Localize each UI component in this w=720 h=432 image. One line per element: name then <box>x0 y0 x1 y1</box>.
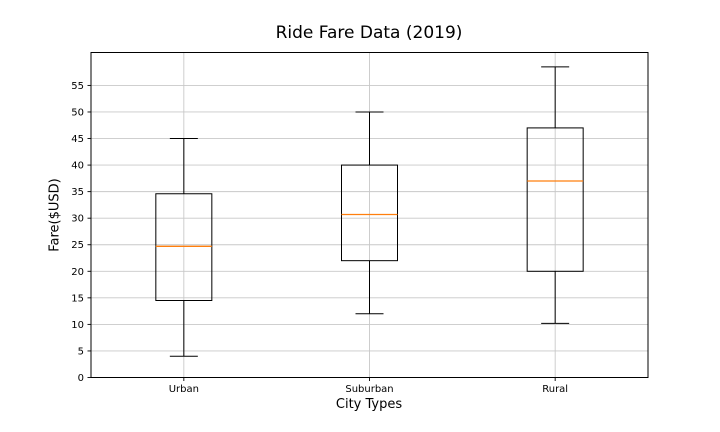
box-rural <box>526 66 584 324</box>
iqr-box <box>155 193 213 301</box>
y-tick-label-55: 55 <box>71 81 84 92</box>
x-tick-label-rural: Rural <box>542 384 568 395</box>
y-tick-label-20: 20 <box>71 267 84 278</box>
y-tick-label-35: 35 <box>71 187 84 198</box>
x-axis-label: City Types <box>335 397 403 412</box>
box-suburban <box>341 111 398 315</box>
chart-title: Ride Fare Data (2019) <box>275 23 463 43</box>
plot-frame <box>90 52 649 378</box>
x-tick-label-urban: Urban <box>169 384 199 395</box>
y-tick-label-50: 50 <box>71 107 84 118</box>
box-urban <box>155 138 213 357</box>
y-tick-label-45: 45 <box>71 134 84 145</box>
y-tick-label-10: 10 <box>71 320 84 331</box>
y-axis-label: Fare($USD) <box>47 178 63 252</box>
y-tick-label-0: 0 <box>78 373 84 384</box>
y-tick-label-30: 30 <box>71 214 84 225</box>
y-tick-label-5: 5 <box>78 346 84 357</box>
y-grid-and-ticks: 0 5 10 15 20 25 30 35 40 45 50 55 <box>71 81 648 384</box>
y-tick-label-25: 25 <box>71 240 84 251</box>
y-tick-label-15: 15 <box>71 293 84 304</box>
iqr-box <box>526 127 584 272</box>
iqr-box <box>341 164 398 262</box>
y-tick-label-40: 40 <box>71 161 84 172</box>
x-tick-label-suburban: Suburban <box>345 384 393 395</box>
x-grid-and-ticks: Urban Suburban Rural <box>169 52 568 395</box>
